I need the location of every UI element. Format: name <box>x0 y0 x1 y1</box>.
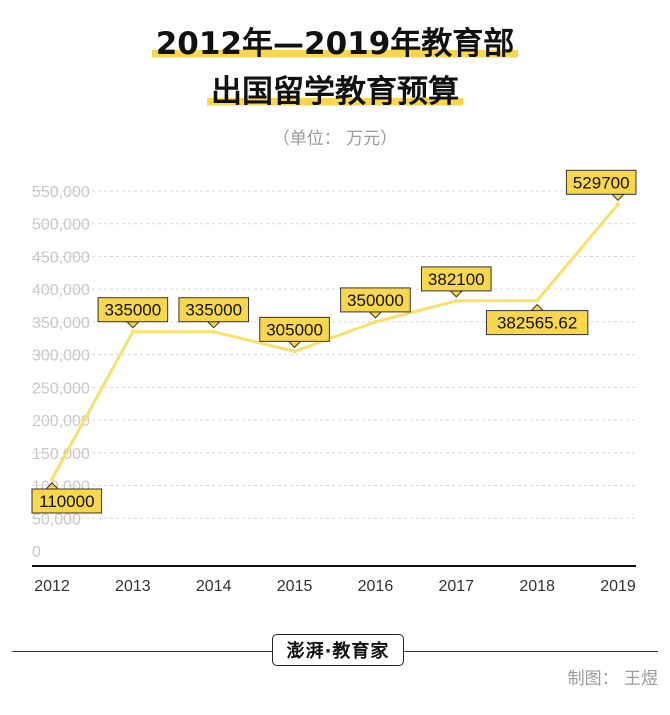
data-label-box <box>178 297 250 323</box>
data-label-box <box>565 169 637 195</box>
y-tick-label: 250,000 <box>32 380 90 397</box>
data-label: 110000 <box>31 482 103 514</box>
x-tick-label: 2013 <box>115 578 151 595</box>
data-point <box>454 298 459 303</box>
data-label: 529700 <box>565 169 637 201</box>
data-label: 335000 <box>97 297 169 329</box>
data-point <box>211 329 216 334</box>
data-label-pointer <box>529 303 545 312</box>
publisher-logo-text: 澎湃·教育家 <box>286 641 390 662</box>
data-label-pointer <box>287 340 302 349</box>
chart-credit: 制图： 王煜 <box>567 669 658 689</box>
chart-title-line1-text: 2012年—2019年教育部 <box>151 26 519 62</box>
y-tick-label: 50,000 <box>32 511 81 528</box>
y-tick-label: 200,000 <box>32 413 90 430</box>
data-series <box>50 202 620 481</box>
data-label-pointer <box>449 290 464 298</box>
data-label-pointer <box>125 321 141 329</box>
data-label-pointer <box>206 321 221 329</box>
data-point <box>292 349 297 354</box>
data-label-text: 335000 <box>104 301 161 320</box>
publisher-logo: 澎湃·教育家 <box>272 634 404 666</box>
data-point <box>535 298 540 303</box>
data-label: 382565.62 <box>485 303 589 336</box>
data-point <box>373 319 378 324</box>
y-tick-label: 300,000 <box>32 348 90 365</box>
data-point <box>130 329 135 334</box>
data-label-text: 350000 <box>347 291 404 310</box>
x-tick-label: 2015 <box>277 578 313 595</box>
data-label-box <box>259 316 330 342</box>
data-label-text: 529700 <box>573 173 630 192</box>
data-label: 350000 <box>340 287 411 319</box>
chart-title-line1: 2012年—2019年教育部 <box>0 24 670 64</box>
line-chart: 050,000100,000150,000200,000250,000300,0… <box>31 169 637 595</box>
y-tick-label: 500,000 <box>32 217 90 234</box>
y-tick-label: 0 <box>32 544 41 561</box>
y-tick-label: 450,000 <box>32 249 90 266</box>
chart-title-line2-text: 出国留学教育预算 <box>207 74 463 110</box>
x-tick-label: 2017 <box>438 578 474 595</box>
y-tick-label: 400,000 <box>32 282 90 299</box>
data-label-text: 110000 <box>39 492 94 511</box>
data-label-box <box>340 287 411 313</box>
data-labels: 110000 335000 335000 305000 350000 382100 3825… <box>31 169 637 514</box>
y-axis-ticks: 050,000100,000150,000200,000250,000300,0… <box>32 184 90 561</box>
data-point <box>50 477 54 481</box>
data-point <box>616 202 620 207</box>
data-label-pointer <box>610 193 626 201</box>
data-label-box <box>31 488 103 514</box>
data-label-text: 305000 <box>266 320 323 339</box>
x-tick-label: 2018 <box>519 578 555 595</box>
data-label-text: 382565.62 <box>497 314 577 333</box>
data-label-text: 382100 <box>428 270 485 289</box>
unit-label: （单位： 万元） <box>272 129 398 149</box>
data-label-box <box>485 310 589 336</box>
x-tick-label: 2014 <box>196 578 232 595</box>
x-tick-label: 2019 <box>600 578 636 595</box>
footer-divider-right <box>404 651 658 652</box>
data-label-box <box>97 297 169 323</box>
data-label: 382100 <box>420 266 492 298</box>
x-tick-label: 2016 <box>358 578 394 595</box>
x-axis-ticks: 2012 2013 2014 2015 2016 2017 2018 2019 <box>34 578 636 595</box>
y-tick-label: 150,000 <box>32 446 90 463</box>
series-line <box>50 203 620 480</box>
x-tick-label: 2012 <box>34 578 70 595</box>
data-label: 305000 <box>259 316 330 349</box>
y-tick-label: 350,000 <box>32 315 90 332</box>
data-label-box <box>420 266 492 292</box>
footer-divider-left <box>12 651 272 652</box>
y-tick-label: 550,000 <box>32 184 90 201</box>
data-label-text: 335000 <box>185 301 242 320</box>
data-label: 335000 <box>178 297 250 329</box>
grid-lines <box>32 190 636 519</box>
data-label-pointer <box>368 311 383 319</box>
chart-title-line2: 出国留学教育预算 <box>0 72 670 112</box>
